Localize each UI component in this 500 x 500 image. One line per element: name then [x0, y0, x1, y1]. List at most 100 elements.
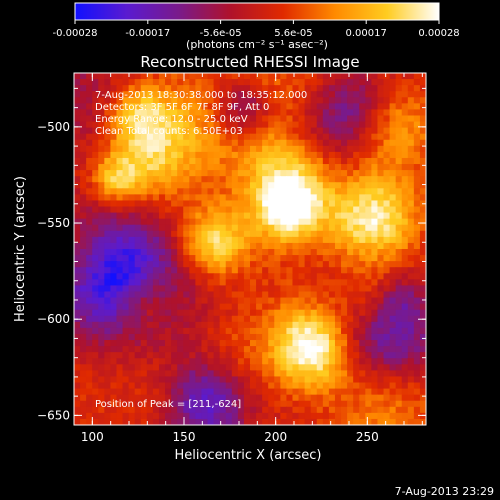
- heatmap-cell: [365, 212, 372, 220]
- heatmap-cell: [195, 309, 203, 317]
- heatmap-cell: [280, 109, 288, 117]
- heatmap-cell: [310, 346, 318, 353]
- heatmap-cell: [122, 291, 130, 299]
- heatmap-cell: [116, 309, 124, 317]
- heatmap-cell: [74, 418, 81, 425]
- heatmap-cell: [207, 376, 215, 384]
- heatmap-cell: [86, 297, 93, 305]
- heatmap-cell: [189, 218, 196, 226]
- heatmap-cell: [177, 303, 184, 311]
- heatmap-cell: [110, 394, 118, 402]
- heatmap-cell: [128, 164, 136, 171]
- heatmap-cell: [347, 352, 354, 359]
- heatmap-cell: [158, 236, 166, 244]
- heatmap-cell: [231, 176, 239, 183]
- heatmap-cell: [80, 212, 87, 220]
- heatmap-cell: [395, 212, 403, 220]
- heatmap-cell: [128, 400, 136, 408]
- heatmap-cell: [407, 382, 415, 390]
- heatmap-cell: [407, 218, 415, 226]
- heatmap-cell: [413, 182, 421, 189]
- heatmap-cell: [146, 412, 154, 420]
- heatmap-cell: [328, 352, 336, 359]
- heatmap-cell: [189, 346, 196, 353]
- heatmap-cell: [328, 291, 336, 299]
- heatmap-cell: [262, 188, 269, 195]
- heatmap-cell: [268, 412, 275, 420]
- heatmap-cell: [389, 303, 397, 311]
- heatmap-cell: [231, 400, 239, 408]
- heatmap-cell: [207, 73, 215, 80]
- heatmap-cell: [413, 200, 421, 208]
- heatmap-cell: [334, 333, 342, 341]
- heatmap-cell: [134, 370, 142, 378]
- heatmap-cell: [110, 127, 118, 135]
- heatmap-cell: [231, 218, 239, 226]
- heatmap-cell: [110, 297, 118, 305]
- heatmap-cell: [195, 346, 203, 353]
- heatmap-cell: [334, 176, 342, 183]
- heatmap-cell: [86, 358, 93, 365]
- heatmap-cell: [322, 139, 330, 147]
- heatmap-cell: [171, 194, 178, 202]
- heatmap-cell: [377, 333, 385, 341]
- heatmap-cell: [377, 382, 385, 390]
- heatmap-cell: [195, 212, 203, 220]
- heatmap-cell: [171, 388, 178, 396]
- heatmap-cell: [353, 103, 360, 111]
- heatmap-cell: [92, 352, 99, 359]
- heatmap-cell: [207, 255, 215, 262]
- heatmap-cell: [213, 157, 221, 165]
- heatmap-cell: [328, 109, 336, 117]
- heatmap-cell: [183, 291, 190, 299]
- heatmap-cell: [140, 346, 148, 353]
- heatmap-cell: [304, 236, 312, 244]
- heatmap-cell: [371, 406, 379, 414]
- heatmap-cell: [262, 73, 269, 80]
- heatmap-cell: [328, 79, 336, 86]
- heatmap-cell: [334, 346, 342, 353]
- heatmap-cell: [419, 400, 426, 408]
- heatmap-cell: [116, 91, 124, 98]
- heatmap-cell: [274, 121, 281, 129]
- heatmap-cell: [183, 340, 190, 347]
- heatmap-cell: [250, 382, 257, 390]
- heatmap-cell: [341, 133, 348, 141]
- heatmap-cell: [250, 340, 257, 347]
- heatmap-cell: [110, 279, 118, 287]
- heatmap-cell: [310, 145, 318, 153]
- heatmap-cell: [274, 170, 281, 177]
- heatmap-cell: [110, 315, 118, 323]
- heatmap-cell: [359, 327, 366, 335]
- heatmap-cell: [213, 236, 221, 244]
- heatmap-cell: [158, 388, 166, 396]
- heatmap-cell: [146, 139, 154, 147]
- heatmap-cell: [231, 273, 239, 280]
- heatmap-cell: [377, 309, 385, 317]
- heatmap-cell: [195, 170, 203, 177]
- heatmap-cell: [231, 340, 239, 347]
- heatmap-cell: [128, 73, 136, 80]
- heatmap-cell: [237, 121, 245, 129]
- heatmap-cell: [371, 309, 379, 317]
- heatmap-cell: [158, 151, 166, 159]
- heatmap-cell: [165, 236, 172, 244]
- heatmap-cell: [177, 279, 184, 287]
- heatmap-cell: [292, 97, 300, 104]
- heatmap-cell: [407, 400, 415, 408]
- heatmap-cell: [298, 242, 306, 250]
- heatmap-cell: [231, 346, 239, 353]
- heatmap-cell: [341, 182, 348, 189]
- heatmap-cell: [268, 224, 275, 232]
- heatmap-cell: [219, 176, 227, 183]
- heatmap-cell: [98, 315, 105, 323]
- heatmap-cell: [407, 273, 415, 280]
- heatmap-cell: [225, 121, 233, 129]
- heatmap-cell: [341, 139, 348, 147]
- heatmap-cell: [225, 297, 233, 305]
- heatmap-cell: [237, 200, 245, 208]
- heatmap-cell: [86, 73, 93, 80]
- heatmap-cell: [219, 364, 227, 371]
- heatmap-cell: [146, 279, 154, 287]
- heatmap-cell: [140, 73, 148, 80]
